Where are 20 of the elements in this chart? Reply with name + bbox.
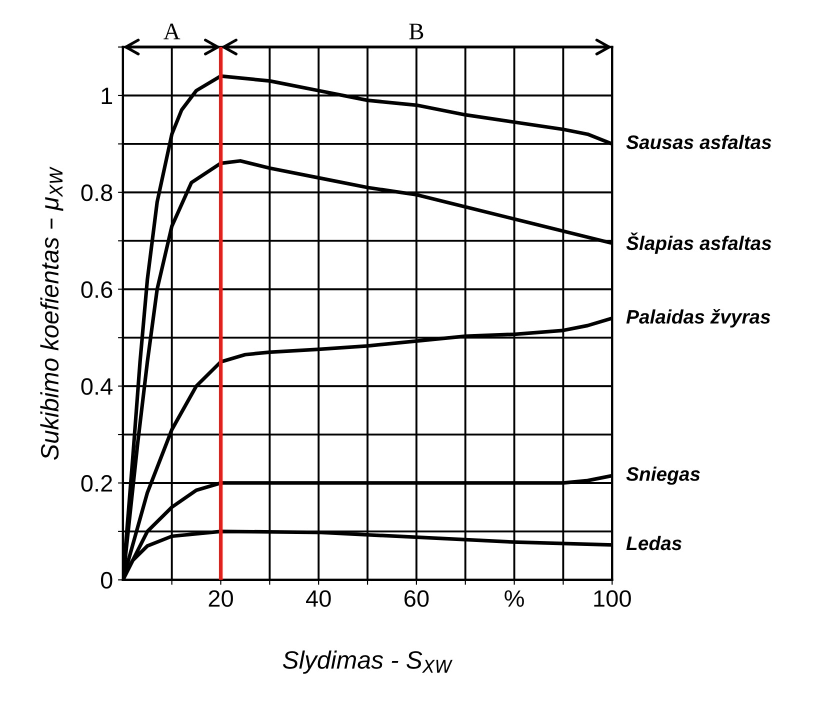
x-tick-label: % (504, 590, 524, 607)
y-tick-label: 0.6 (81, 281, 112, 298)
y-tick-label: 0 (100, 572, 112, 589)
series-label: Sniegas (626, 466, 700, 485)
series-label: Sausas asfaltas (626, 134, 772, 150)
x-tick-label: 20 (208, 590, 233, 607)
series-label: Palaidas žvyras (626, 309, 770, 328)
series-label: Ledas (626, 536, 682, 550)
y-tick-label: 0.2 (81, 475, 112, 492)
y-tick-label: 1 (102, 88, 112, 104)
series-label: Šlapias asfaltas (626, 232, 772, 254)
y-axis-title: Sukibimo koefientas – μ$_{XW}$ (40, 166, 64, 460)
x-axis-title: Slydimas - S$_{XW}$ (282, 650, 453, 674)
x-tick-label: 40 (306, 590, 331, 607)
y-tick-label: 0.4 (81, 378, 113, 395)
text: B (409, 24, 424, 40)
x-tick-label: 60 (404, 590, 429, 607)
x-tick-label: 100 (594, 590, 631, 607)
text: A (164, 24, 180, 40)
y-tick-label: 0.8 (81, 184, 112, 202)
